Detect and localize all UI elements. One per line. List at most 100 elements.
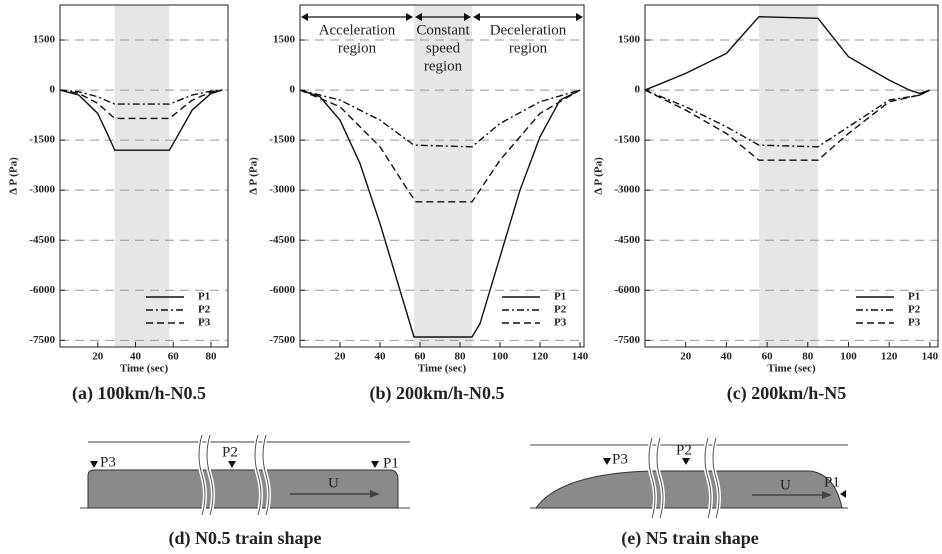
y-tick-label: -7500 xyxy=(614,334,640,346)
legend-label: P3 xyxy=(908,317,921,329)
plot-frame xyxy=(299,4,585,348)
x-tick-label: 60 xyxy=(168,351,180,363)
break-mark xyxy=(648,437,720,519)
y-tick-label: -6000 xyxy=(29,284,55,296)
region-label: Constant xyxy=(416,22,470,38)
legend-label: P2 xyxy=(908,304,921,316)
series-line xyxy=(59,89,223,120)
y-tick-label: -3000 xyxy=(29,184,55,196)
plot-frame xyxy=(59,4,229,348)
x-tick-label: 140 xyxy=(572,351,589,363)
series-line xyxy=(299,89,581,203)
chart: 1500 0 -1500 -3000 -4500 -6000 -7500 20 40 60 80 Ti… xyxy=(8,4,229,404)
chart: 1500 0 -1500 -3000 -4500 -6000 -7500 20 40 60 80 10… xyxy=(248,4,589,404)
series-line xyxy=(59,89,223,105)
x-tick-label: 20 xyxy=(680,351,692,363)
probe-marker xyxy=(90,461,379,468)
y-tick-label: -6000 xyxy=(269,284,295,296)
x-tick-label: 40 xyxy=(721,351,733,363)
x-axis-label: Time (sec) xyxy=(418,363,467,375)
train-body xyxy=(87,469,399,509)
series-line xyxy=(299,89,581,148)
x-tick-label: 20 xyxy=(335,351,347,363)
probe-label: P1 xyxy=(824,474,840,490)
probe-label: P2 xyxy=(676,442,692,458)
region-arrowhead xyxy=(415,13,471,21)
y-axis-label: Δ P (Pa) xyxy=(8,157,20,195)
region-label: region xyxy=(509,40,548,56)
x-tick-label: 100 xyxy=(840,351,857,363)
x-tick-label: 100 xyxy=(492,351,509,363)
probe-label: P3 xyxy=(612,451,628,467)
probe-label: P2 xyxy=(222,444,238,460)
flow-arrowhead xyxy=(822,491,832,499)
chart: 1500 0 -1500 -3000 -4500 -6000 -7500 20 40 60 80 10… xyxy=(593,4,939,404)
legend-label: P1 xyxy=(908,291,920,303)
train-body xyxy=(535,470,843,509)
legend-label: P2 xyxy=(198,304,211,316)
x-axis-label: Time (sec) xyxy=(767,363,816,375)
y-axis-label: Δ P (Pa) xyxy=(248,157,260,195)
x-tick-label: 40 xyxy=(375,351,387,363)
y-tick-label: 1500 xyxy=(33,34,56,46)
y-tick-label: 1500 xyxy=(273,34,296,46)
x-tick-label: 60 xyxy=(415,351,427,363)
y-axis-label: Δ P (Pa) xyxy=(593,157,605,195)
probe-label: P3 xyxy=(100,454,116,470)
diagram-d: P3 P2 P1 U (d) N0.5 train shape xyxy=(80,434,410,549)
legend-label: P1 xyxy=(198,291,210,303)
chart-caption: (a) 100km/h-N0.5 xyxy=(72,383,206,404)
shaded-region xyxy=(758,5,818,347)
flow-label: U xyxy=(328,475,339,491)
y-tick-label: -6000 xyxy=(614,284,640,296)
y-tick-label: -1500 xyxy=(29,134,55,146)
flow-arrowhead xyxy=(370,490,380,498)
series-line xyxy=(59,89,223,151)
series-line xyxy=(644,89,931,161)
y-tick-label: -4500 xyxy=(29,234,55,246)
region-label: region xyxy=(424,58,463,74)
y-tick-label: -4500 xyxy=(614,234,640,246)
x-tick-label: 40 xyxy=(130,351,142,363)
y-tick-label: -7500 xyxy=(269,334,295,346)
chart-caption: (c) 200km/h-N5 xyxy=(727,383,847,404)
probe-label: P1 xyxy=(383,455,399,471)
legend-label: P1 xyxy=(554,291,566,303)
series-line xyxy=(299,89,581,338)
legend-label: P2 xyxy=(554,304,567,316)
y-tick-label: -3000 xyxy=(269,184,295,196)
series-line xyxy=(644,89,931,148)
series-line xyxy=(644,15,931,95)
x-tick-label: 120 xyxy=(881,351,898,363)
y-tick-label: -3000 xyxy=(614,184,640,196)
region-label: speed xyxy=(426,40,461,56)
x-tick-label: 60 xyxy=(762,351,774,363)
x-tick-label: 80 xyxy=(802,351,814,363)
break-mark xyxy=(198,434,270,516)
legend-label: P3 xyxy=(198,317,211,329)
y-tick-label: -4500 xyxy=(269,234,295,246)
y-tick-label: -1500 xyxy=(614,134,640,146)
diagram-caption: (d) N0.5 train shape xyxy=(168,528,321,549)
chart-caption: (b) 200km/h-N0.5 xyxy=(369,383,504,404)
x-axis-label: Time (sec) xyxy=(120,363,169,375)
x-tick-label: 120 xyxy=(532,351,549,363)
x-tick-label: 80 xyxy=(206,351,218,363)
diagram-e: P3 P2 P1 U (e) N5 train shape xyxy=(530,437,848,549)
plot-frame xyxy=(644,4,939,348)
legend-label: P3 xyxy=(554,317,567,329)
x-tick-label: 20 xyxy=(92,351,104,363)
region-label: Acceleration xyxy=(319,22,396,38)
flow-label: U xyxy=(780,477,791,493)
y-tick-label: -7500 xyxy=(29,334,55,346)
y-tick-label: 0 xyxy=(635,84,641,96)
shaded-region xyxy=(114,5,170,347)
y-tick-label: -1500 xyxy=(269,134,295,146)
x-tick-label: 140 xyxy=(922,351,939,363)
diagram-caption: (e) N5 train shape xyxy=(621,528,759,549)
y-tick-label: 1500 xyxy=(618,34,641,46)
x-tick-label: 80 xyxy=(455,351,467,363)
y-tick-label: 0 xyxy=(50,84,56,96)
region-label: Deceleration xyxy=(490,22,567,38)
